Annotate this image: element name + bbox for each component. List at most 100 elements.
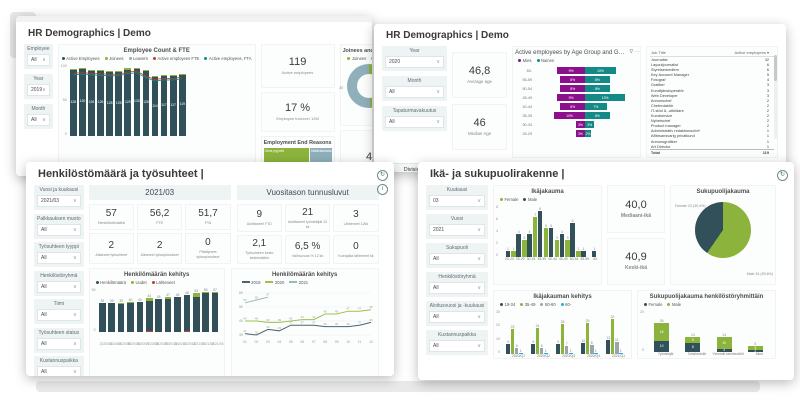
uudet-segment[interactable] (164, 297, 172, 299)
active-employees-bar[interactable]: 130 (133, 69, 141, 136)
bar-column[interactable]: 53 (192, 288, 201, 332)
table-row[interactable]: Styrelsemedlem 6 (650, 67, 774, 72)
trend-bar-50-60[interactable] (514, 347, 519, 354)
trend-bar-60-[interactable] (594, 352, 598, 354)
female-bar[interactable] (576, 251, 581, 257)
joinees-segment[interactable] (97, 70, 104, 72)
women-bar[interactable]: 8% (585, 111, 610, 120)
bar-column[interactable]: 114 (151, 64, 160, 136)
henkilomaara-bar[interactable] (192, 296, 200, 332)
male-bar[interactable] (516, 234, 521, 257)
filter-dropdown[interactable]: All ∨ (385, 86, 444, 98)
active-employees-bar[interactable]: 128 (69, 70, 77, 136)
bar-column[interactable]: 40 (126, 288, 135, 332)
henkilomaara-bar[interactable] (202, 293, 209, 332)
henkilomaara-bar[interactable] (155, 299, 162, 332)
bar-column[interactable]: 57 (210, 288, 219, 332)
filter-dropdown[interactable]: 2019 ∨ (27, 84, 50, 96)
active-employees-bar[interactable]: 119 (178, 74, 186, 136)
men-bar[interactable]: 8% (560, 75, 586, 84)
filter-dropdown[interactable]: All ∨ (37, 280, 81, 293)
table-row[interactable]: Kundtjänstoperatör 3 (650, 88, 774, 93)
filter-icon[interactable]: ∇ (629, 49, 633, 55)
bar-column[interactable]: 47 (163, 288, 172, 332)
male-segment[interactable]: 5 (685, 337, 701, 343)
men-bar[interactable]: 9% (557, 93, 586, 102)
uudet-segment[interactable] (192, 292, 200, 297)
table-row[interactable]: Administrativ redaktionschef 1 (650, 128, 774, 133)
bar-column[interactable]: 129 (123, 64, 132, 136)
reset-filters-icon[interactable]: ↻ (777, 170, 788, 181)
bar-column[interactable]: 39 (107, 288, 116, 332)
table-row[interactable]: Annonsgrafiker 1 (650, 139, 774, 144)
table-row[interactable]: Art Director 1 (650, 144, 774, 149)
uudet-segment[interactable] (174, 296, 181, 298)
female-bar[interactable] (554, 239, 560, 257)
trend-bar-50-60[interactable] (614, 342, 619, 354)
uudet-segment[interactable] (211, 291, 219, 294)
active-employees-bar[interactable]: 114 (151, 77, 159, 136)
filter-dropdown[interactable]: All ∨ (385, 116, 444, 128)
women-bar[interactable]: 2% (585, 129, 592, 138)
trend-bar-35-49[interactable] (585, 322, 590, 354)
bar-column[interactable]: 130 (78, 64, 87, 136)
table-row[interactable]: Journalist 32 (650, 57, 774, 62)
female-segment[interactable]: 8 (685, 342, 701, 352)
active-employees-bar[interactable]: 129 (124, 69, 132, 136)
more-options-icon[interactable]: ⋯ (634, 49, 640, 55)
bar-column[interactable]: 126 (141, 64, 150, 136)
male-segment[interactable]: 3 (747, 346, 763, 350)
uudet-segment[interactable] (117, 303, 125, 304)
female-bar[interactable] (543, 228, 549, 257)
reset-filters-icon[interactable]: ↻ (377, 170, 388, 181)
trend-bar-50-60[interactable] (589, 345, 594, 354)
henkilomaara-bar[interactable] (174, 297, 181, 332)
table-row[interactable]: Product manager 2 (650, 123, 774, 128)
henkilomaara-bar[interactable] (164, 298, 172, 332)
lahteneet-segment[interactable] (183, 330, 191, 332)
joinees-segment[interactable] (133, 67, 141, 70)
table-row[interactable]: Fotograf 4 (650, 77, 774, 82)
uudet-segment[interactable] (155, 298, 162, 300)
trend-bar-35-49[interactable] (535, 327, 540, 354)
women-bar[interactable]: 13% (585, 93, 626, 102)
gender-pie[interactable] (695, 202, 751, 258)
filter-dropdown[interactable]: All ∨ (27, 114, 50, 126)
bar-column[interactable]: 130 (132, 64, 141, 136)
bar-column[interactable]: 48 (173, 288, 182, 332)
trend-bar-60-[interactable] (543, 352, 548, 354)
filter-dropdown[interactable]: All ∨ (429, 282, 485, 294)
trend-bar-50-60[interactable] (564, 346, 569, 354)
trend-bar-60-[interactable] (518, 352, 523, 354)
male-bar[interactable] (537, 211, 543, 257)
male-bar[interactable] (527, 234, 532, 257)
men-bar[interactable]: 3% (575, 129, 586, 138)
trend-bar-50-60[interactable] (539, 347, 544, 354)
male-bar[interactable] (570, 222, 575, 257)
trend-bar-60-[interactable] (568, 352, 573, 354)
bar-column[interactable]: 125 (105, 64, 114, 136)
henkilomaara-bar[interactable] (127, 303, 134, 332)
henkilomaara-bar[interactable] (145, 301, 153, 331)
joinees-segment[interactable] (124, 67, 132, 70)
table-row[interactable]: Key Account Manager 5 (650, 72, 774, 77)
joinees-segment[interactable] (69, 69, 77, 71)
trend-bar-19-34[interactable] (606, 339, 611, 354)
filter-dropdown[interactable]: All ∨ (37, 252, 81, 264)
filter-dropdown[interactable]: All ∨ (37, 337, 81, 350)
filter-dropdown[interactable]: All ∨ (429, 253, 485, 265)
female-segment[interactable]: 10 (654, 340, 670, 352)
male-segment[interactable]: 10 (716, 337, 732, 349)
bar-column[interactable]: 126 (96, 64, 105, 136)
bar-column[interactable]: 48 (182, 288, 191, 332)
table-header[interactable]: Job Title Active employees ▾ (649, 49, 775, 57)
trend-bar-19-34[interactable] (531, 344, 536, 354)
men-bar[interactable]: 8% (560, 102, 586, 111)
men-bar[interactable]: 3% (575, 120, 586, 129)
active-employees-bar[interactable]: 117 (169, 75, 177, 136)
women-bar[interactable]: 3% (585, 120, 595, 129)
trend-bar-35-49[interactable] (510, 329, 515, 354)
trend-bar-19-34[interactable] (556, 344, 561, 354)
filter-dropdown[interactable]: All ∨ (37, 366, 81, 376)
